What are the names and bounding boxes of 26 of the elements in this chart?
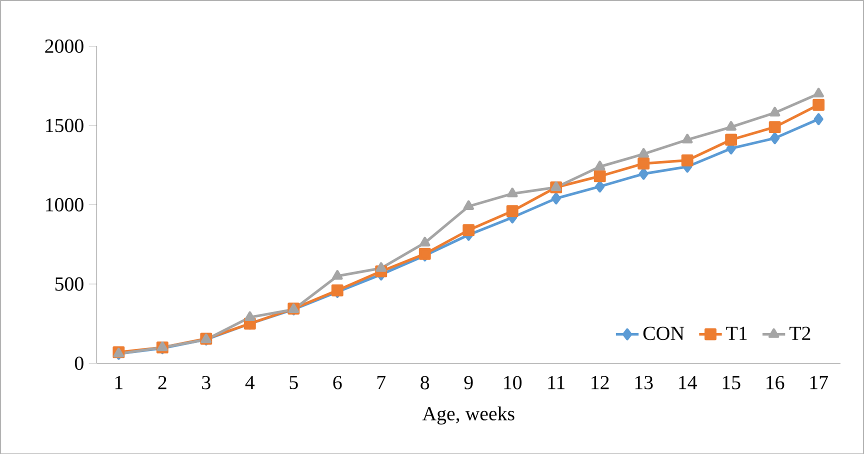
x-tick-label: 5 [290,376,298,389]
x-tick-label: 12 [592,376,609,389]
x-tick-label: 1 [115,376,122,389]
x-tick-label: 6 [333,376,342,390]
y-tick-label: 0 [74,356,84,370]
legend-label: CON [643,326,684,340]
y-tick-label: 1000 [46,198,84,212]
x-tick-label: 11 [548,376,564,389]
x-axis-title: Age, weeks [422,406,514,424]
x-tick-label: 17 [810,376,828,389]
x-tick-label: 4 [245,376,255,389]
legend-label: T2 [789,326,810,340]
x-tick-label: 16 [766,376,784,390]
x-tick-label: 2 [158,376,166,389]
y-tick-label: 500 [55,277,84,291]
x-tick-label: 10 [504,376,522,390]
x-tick-label: 14 [679,376,697,389]
x-tick-label: 7 [377,376,386,389]
x-tick-label: 3 [202,376,210,390]
x-tick-label: 15 [722,376,740,390]
y-tick-label: 1500 [46,118,84,132]
legend-label: T1 [726,326,747,340]
x-tick-label: 9 [464,376,473,390]
y-tick-label: 2000 [45,39,84,53]
x-tick-label: 8 [420,376,430,390]
x-tick-label: 13 [635,376,653,390]
